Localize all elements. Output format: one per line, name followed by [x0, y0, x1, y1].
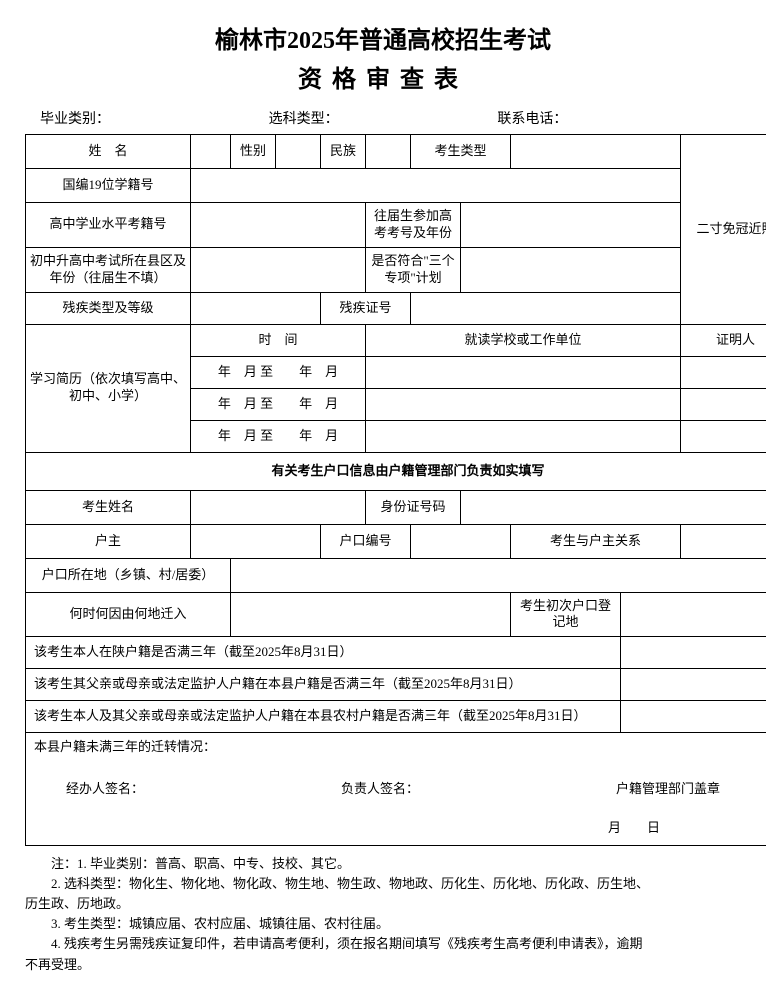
move-when-why-label: 何时何因由何地迁入 — [26, 592, 231, 637]
three-special-value — [461, 247, 681, 292]
title-line-2: 资格审查表 — [25, 59, 741, 94]
certifier-header: 证明人 — [681, 324, 766, 356]
edu-time-2: 年 月 至 年 月 — [191, 388, 366, 420]
candidate-name-value — [191, 490, 366, 524]
top-info-row: 毕业类别： 选科类型： 联系电话： — [25, 108, 741, 128]
q2-value — [621, 669, 766, 701]
householder-label: 户主 — [26, 524, 191, 558]
id-number-value — [461, 490, 766, 524]
leader-sign-label: 负责人签名： — [341, 781, 419, 798]
edu-time-1: 年 月 至 年 月 — [191, 356, 366, 388]
time-header: 时 间 — [191, 324, 366, 356]
first-register-label: 考生初次户口登记地 — [511, 592, 621, 637]
school-work-header: 就读学校或工作单位 — [366, 324, 681, 356]
prev-exam-value — [461, 203, 681, 248]
householder-value — [191, 524, 321, 558]
note-1: 注：1. 毕业类别：普高、职高、中专、技校、其它。 — [25, 854, 741, 874]
signature-block: 经办人签名： 负责人签名： 户籍管理部门盖章 月 日 — [26, 767, 766, 845]
note-3: 3. 考生类型：城镇应届、农村应届、城镇往届、农村往届。 — [25, 914, 741, 934]
hukou-code-value — [411, 524, 511, 558]
edu-school-2 — [366, 388, 681, 420]
jr-hs-county-label: 初中升高中考试所在县区及年份（往届生不填） — [26, 247, 191, 292]
main-form-table: 姓 名 性别 民族 考生类型 二寸免冠近照 国编19位学籍号 高中学业水平考籍号… — [25, 134, 766, 846]
edu-certifier-2 — [681, 388, 766, 420]
handler-sign-label: 经办人签名： — [66, 781, 144, 798]
note-2b: 历生政、历地政。 — [25, 894, 741, 914]
candidate-type-value — [511, 135, 681, 169]
note-4: 4. 残疾考生另需残疾证复印件，若申请高考便利，须在报名期间填写《残疾考生高考便… — [25, 934, 741, 954]
phone-label: 联系电话： — [497, 108, 726, 128]
hukou-section-header: 有关考生户口信息由户籍管理部门负责如实填写 — [26, 452, 766, 490]
edu-certifier-1 — [681, 356, 766, 388]
photo-area: 二寸免冠近照 — [681, 135, 766, 325]
move-when-why-value — [231, 592, 511, 637]
note-2: 2. 选科类型：物化生、物化地、物化政、物生地、物生政、物地政、历化生、历化地、… — [25, 874, 741, 894]
transfer-info-label: 本县户籍未满三年的迁转情况： — [26, 733, 766, 767]
date-label: 月 日 — [66, 820, 760, 837]
title-line-1: 榆林市2025年普通高校招生考试 — [25, 20, 741, 55]
hukou-location-label: 户口所在地（乡镇、村/居委） — [26, 558, 231, 592]
q3-label: 该考生本人及其父亲或母亲或法定监护人户籍在本县农村户籍是否满三年（截至2025年… — [26, 701, 621, 733]
disability-type-value — [191, 292, 321, 324]
first-register-value — [621, 592, 766, 637]
relation-label: 考生与户主关系 — [511, 524, 681, 558]
stamp-label: 户籍管理部门盖章 — [616, 781, 720, 798]
grad-type-label: 毕业类别： — [40, 108, 269, 128]
hukou-code-label: 户口编号 — [321, 524, 411, 558]
hukou-location-value — [231, 558, 766, 592]
disability-type-label: 残疾类型及等级 — [26, 292, 191, 324]
hs-exam-id-value — [191, 203, 366, 248]
note-4b: 不再受理。 — [25, 955, 741, 975]
edu-history-header: 学习简历（依次填写高中、初中、小学） — [26, 324, 191, 452]
edu-school-1 — [366, 356, 681, 388]
candidate-name-label: 考生姓名 — [26, 490, 191, 524]
edu-school-3 — [366, 420, 681, 452]
jr-hs-county-value — [191, 247, 366, 292]
name-value — [191, 135, 231, 169]
three-special-label: 是否符合"三个专项"计划 — [366, 247, 461, 292]
gender-value — [276, 135, 321, 169]
prev-exam-label: 往届生参加高考考号及年份 — [366, 203, 461, 248]
ethnic-label: 民族 — [321, 135, 366, 169]
hs-exam-id-label: 高中学业水平考籍号 — [26, 203, 191, 248]
notes-section: 注：1. 毕业类别：普高、职高、中专、技校、其它。 2. 选科类型：物化生、物化… — [25, 854, 741, 975]
ethnic-value — [366, 135, 411, 169]
q1-label: 该考生本人在陕户籍是否满三年（截至2025年8月31日） — [26, 637, 621, 669]
edu-certifier-3 — [681, 420, 766, 452]
edu-time-3: 年 月 至 年 月 — [191, 420, 366, 452]
q2-label: 该考生其父亲或母亲或法定监护人户籍在本县户籍是否满三年（截至2025年8月31日… — [26, 669, 621, 701]
candidate-type-label: 考生类型 — [411, 135, 511, 169]
id-number-label: 身份证号码 — [366, 490, 461, 524]
name-label: 姓 名 — [26, 135, 191, 169]
national-id19-value — [191, 169, 681, 203]
q3-value — [621, 701, 766, 733]
relation-value — [681, 524, 766, 558]
gender-label: 性别 — [231, 135, 276, 169]
subject-type-label: 选科类型： — [269, 108, 498, 128]
disability-id-value — [411, 292, 681, 324]
disability-id-label: 残疾证号 — [321, 292, 411, 324]
national-id19-label: 国编19位学籍号 — [26, 169, 191, 203]
q1-value — [621, 637, 766, 669]
